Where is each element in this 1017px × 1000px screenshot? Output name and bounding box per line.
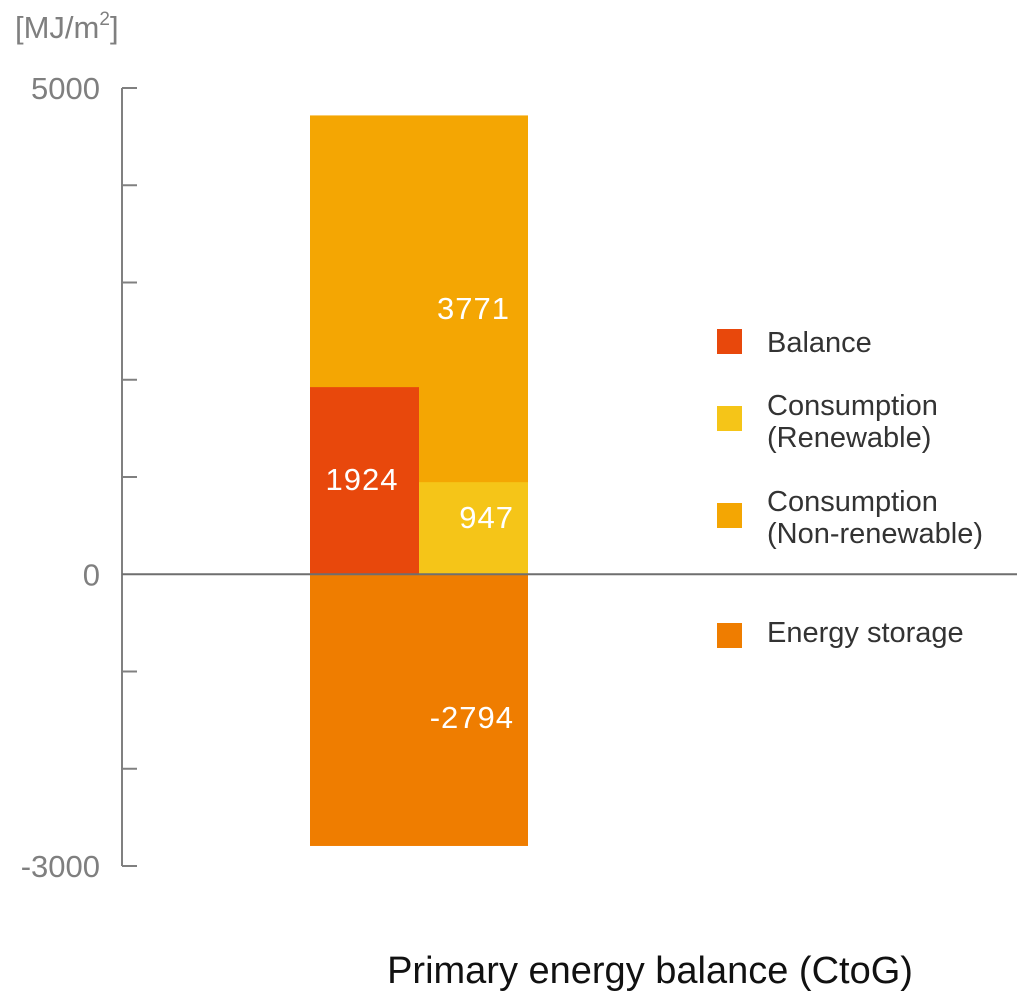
bar-label-balance: 1924	[326, 462, 399, 497]
bar-label-consumption-renewable: 947	[459, 500, 514, 535]
bar-balance	[310, 387, 419, 575]
bar-labels: 3771 1924 947 -2794	[326, 291, 514, 735]
legend-label: (Non-renewable)	[767, 518, 983, 550]
bars	[310, 115, 528, 846]
legend-swatch	[717, 503, 742, 528]
bar-consumption-renewable	[419, 482, 528, 575]
legend: BalanceConsumption(Renewable)Consumption…	[717, 327, 983, 649]
y-axis-unit-label: [MJ/m2]	[15, 9, 119, 45]
bar-label-consumption-non-renewable: 3771	[437, 291, 510, 326]
legend-swatch	[717, 329, 742, 354]
axes	[121, 88, 1017, 866]
legend-label: Balance	[767, 327, 872, 359]
y-tick-label: 0	[83, 557, 100, 592]
y-tick-label: 5000	[31, 71, 100, 106]
legend-label: Energy storage	[767, 617, 964, 649]
x-axis-title: Primary energy balance (CtoG)	[387, 950, 913, 992]
bar-energy-storage	[310, 574, 528, 846]
legend-label: Consumption	[767, 486, 938, 518]
legend-swatch	[717, 406, 742, 431]
legend-swatch	[717, 623, 742, 648]
legend-label: Consumption	[767, 390, 938, 422]
bar-label-energy-storage: -2794	[430, 700, 514, 735]
y-axis-ticks: -3000 0 5000	[21, 71, 137, 884]
legend-label: (Renewable)	[767, 422, 931, 454]
y-tick-label: -3000	[21, 849, 100, 884]
